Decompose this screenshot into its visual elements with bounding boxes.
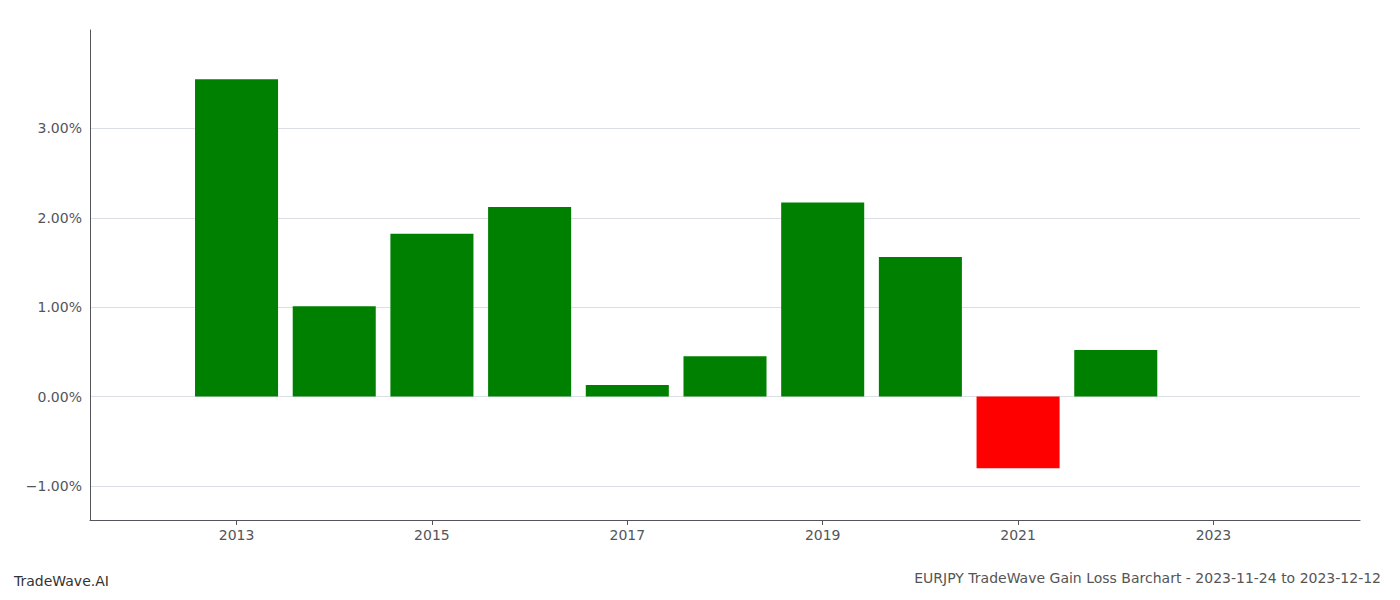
svg-text:2021: 2021: [1000, 527, 1036, 543]
svg-text:−1.00%: −1.00%: [26, 478, 82, 494]
svg-text:2017: 2017: [609, 527, 645, 543]
svg-text:TradeWave.AI: TradeWave.AI: [13, 573, 109, 589]
svg-text:2015: 2015: [414, 527, 450, 543]
svg-text:3.00%: 3.00%: [38, 120, 82, 136]
svg-text:EURJPY TradeWave Gain Loss Bar: EURJPY TradeWave Gain Loss Barchart - 20…: [914, 570, 1381, 586]
svg-text:0.00%: 0.00%: [38, 389, 82, 405]
svg-text:2013: 2013: [219, 527, 255, 543]
svg-text:2019: 2019: [805, 527, 841, 543]
svg-text:1.00%: 1.00%: [38, 299, 82, 315]
svg-text:2.00%: 2.00%: [38, 210, 82, 226]
svg-text:2023: 2023: [1196, 527, 1232, 543]
